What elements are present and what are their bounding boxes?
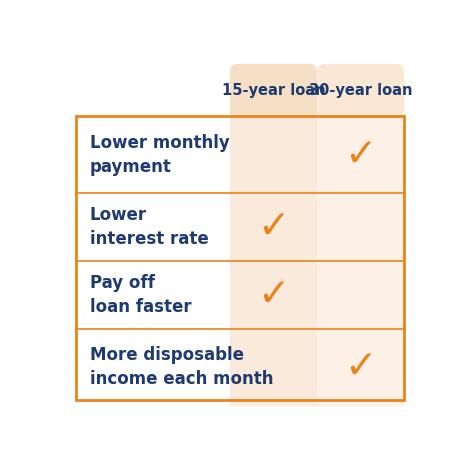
FancyBboxPatch shape <box>317 64 404 116</box>
Bar <box>317 329 404 406</box>
Text: Pay off
loan faster: Pay off loan faster <box>89 274 191 316</box>
Bar <box>317 109 404 116</box>
FancyBboxPatch shape <box>230 64 317 116</box>
Bar <box>317 116 404 193</box>
Bar <box>230 109 317 116</box>
Bar <box>230 193 317 261</box>
Text: 15-year loan: 15-year loan <box>222 82 325 97</box>
Text: ✓: ✓ <box>344 348 377 386</box>
Bar <box>230 116 317 193</box>
Text: ✓: ✓ <box>344 136 377 174</box>
Text: 30-year loan: 30-year loan <box>309 82 412 97</box>
Text: More disposable
income each month: More disposable income each month <box>89 346 273 388</box>
Text: ✓: ✓ <box>257 208 290 246</box>
Bar <box>230 261 317 329</box>
Bar <box>317 193 404 261</box>
Bar <box>230 329 317 406</box>
Text: Lower
interest rate: Lower interest rate <box>89 206 208 248</box>
Bar <box>317 261 404 329</box>
Text: ✓: ✓ <box>257 276 290 314</box>
Bar <box>75 116 404 400</box>
Text: Lower monthly
payment: Lower monthly payment <box>89 133 229 176</box>
